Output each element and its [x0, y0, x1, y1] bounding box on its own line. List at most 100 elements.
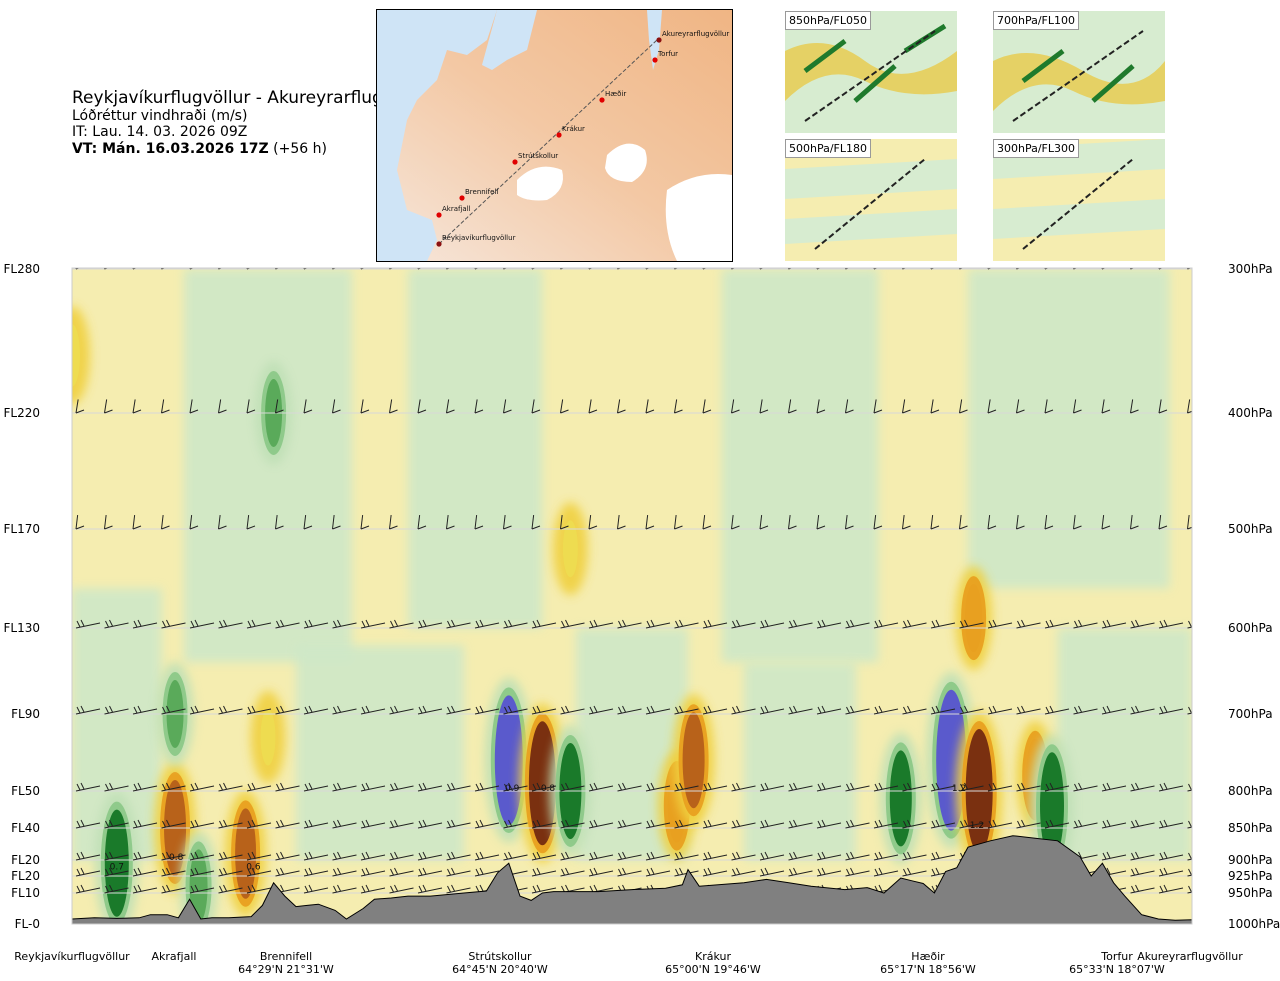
wind-barb-600-14 [474, 619, 500, 629]
location-name-2: Brennifell [259, 950, 313, 963]
wind-barb-950-8 [303, 884, 329, 894]
wind-barb-850-33 [1016, 819, 1041, 829]
route-map-drawing: Reykjavíkurflugvöllur Akrafjall Brennifell… [377, 10, 732, 261]
wind-barb-800-30 [930, 782, 956, 792]
wind-barb-925-18 [588, 867, 614, 877]
wind-barb-925-11 [389, 867, 414, 877]
wind-barb-925-0 [75, 867, 101, 877]
wind-barb-500-25 [788, 515, 797, 530]
wind-barb-500-5 [218, 515, 227, 530]
wind-barb-800-20 [645, 782, 671, 792]
wind-barb-800-31 [959, 782, 984, 792]
wind-barb-800-27 [845, 782, 870, 792]
wind-barb-800-18 [588, 782, 614, 792]
wind-barb-900-23 [731, 851, 756, 861]
wind-barb-700-13 [446, 705, 471, 715]
wind-barb-700-0 [75, 705, 101, 715]
wind-barb-400-22 [702, 399, 712, 414]
map-waypoint-5 [599, 97, 605, 103]
level-map-300-drawing [993, 139, 1165, 261]
wind-barb-800-21 [674, 782, 699, 792]
wind-barb-925-27 [845, 867, 870, 877]
wind-barb-400-17 [560, 399, 569, 414]
band-2 [721, 269, 879, 663]
wind-barb-700-20 [645, 705, 671, 715]
wind-barb-500-29 [902, 515, 911, 530]
fl-label-1: FL220 [3, 406, 41, 420]
contour-label-6: 1.2 [970, 821, 984, 831]
wind-barb-400-21 [674, 399, 683, 414]
wind-barb-950-6 [246, 884, 272, 894]
wind-barb-400-38 [1158, 399, 1168, 414]
wind-barb-850-12 [417, 819, 443, 829]
hpa-label-9: 950hPa [1228, 886, 1273, 900]
wind-barb-700-28 [873, 705, 899, 715]
wind-barb-400-28 [873, 399, 883, 414]
wind-barb-925-13 [446, 867, 471, 877]
band-3 [968, 269, 1170, 589]
wind-barb-600-28 [873, 619, 899, 629]
wind-barb-500-0 [75, 515, 85, 530]
wind-barb-500-28 [873, 515, 883, 530]
wind-barb-850-4 [189, 819, 215, 829]
wind-barb-400-27 [845, 399, 854, 414]
fl-label-7: FL20 [11, 853, 40, 867]
wind-barb-700-23 [731, 705, 756, 715]
wind-barb-500-35 [1073, 515, 1082, 530]
location-5: Hæðir 65°17'N 18°56'W [858, 950, 998, 976]
wind-barb-300-0 [75, 268, 81, 270]
wind-barb-500-19 [617, 515, 626, 530]
wind-barb-700-18 [588, 705, 614, 715]
wind-barb-400-37 [1130, 399, 1139, 414]
wind-barb-400-4 [189, 399, 199, 414]
map-waypoint-0 [436, 241, 442, 247]
wind-barb-950-38 [1158, 884, 1184, 894]
wind-barb-900-37 [1130, 851, 1155, 861]
wind-barb-700-2 [132, 705, 158, 715]
wind-barb-800-19 [617, 782, 642, 792]
wind-barb-600-10 [360, 619, 386, 629]
wind-barb-300-6 [246, 268, 252, 270]
wind-barb-850-19 [617, 819, 642, 829]
wind-barb-800-16 [531, 782, 557, 792]
valid-time: VT: Mán. 16.03.2026 17Z (+56 h) [72, 141, 327, 157]
location-4: Krákur 65°00'N 19°46'W [643, 950, 783, 976]
map-waypoint-label-0: Reykjavíkurflugvöllur [442, 234, 516, 242]
location-coords-2: 64°29'N 21°31'W [238, 963, 334, 976]
wind-barb-925-37 [1130, 867, 1155, 877]
cell-core-6 [494, 695, 523, 825]
band-1 [408, 269, 543, 628]
wind-barb-700-36 [1101, 705, 1127, 715]
fl-label-9: FL10 [11, 886, 40, 900]
wind-barb-500-14 [474, 515, 484, 530]
wind-barb-600-34 [1044, 619, 1070, 629]
wind-barb-800-28 [873, 782, 899, 792]
wind-barb-600-2 [132, 619, 158, 629]
wind-barb-600-35 [1073, 619, 1098, 629]
map-waypoint-4 [556, 132, 562, 138]
wind-barb-300-7 [275, 268, 280, 270]
wind-barb-850-21 [674, 819, 699, 829]
wind-barb-850-11 [389, 819, 414, 829]
contour-label-2: 0.6 [246, 863, 261, 873]
wind-barb-800-33 [1016, 782, 1041, 792]
wind-barb-925-16 [531, 867, 557, 877]
wind-barb-850-25 [788, 819, 813, 829]
wind-barb-925-14 [474, 867, 500, 877]
wind-barb-500-21 [674, 515, 683, 530]
wind-barb-500-7 [275, 515, 284, 530]
cell-core-17 [562, 520, 578, 578]
wind-barb-900-10 [360, 851, 386, 861]
wind-barb-700-21 [674, 705, 699, 715]
wind-barb-700-24 [759, 705, 785, 715]
wind-barb-600-29 [902, 619, 927, 629]
wind-barb-500-31 [959, 515, 968, 530]
level-map-850-drawing [785, 11, 957, 133]
wind-barb-950-2 [132, 884, 158, 894]
wind-barb-600-1 [104, 619, 129, 629]
location-name-7: Akureyrarflugvöllur [1137, 950, 1243, 963]
map-waypoint-2 [459, 195, 465, 201]
wind-barb-400-16 [531, 399, 541, 414]
map-waypoint-3 [512, 159, 518, 165]
wind-barb-850-8 [303, 819, 329, 829]
